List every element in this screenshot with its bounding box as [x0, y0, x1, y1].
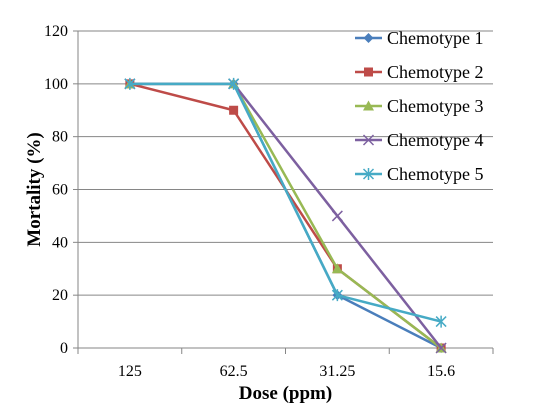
legend-label: Chemotype 3	[387, 96, 484, 116]
legend-item: Chemotype 1	[355, 28, 484, 48]
data-point	[228, 77, 240, 90]
x-tick-label: 31.25	[319, 363, 355, 380]
data-point	[331, 289, 343, 302]
y-tick-label: 0	[60, 340, 68, 357]
series-line	[129, 82, 442, 349]
y-tick-label: 80	[52, 129, 68, 146]
y-tick-label: 20	[52, 287, 68, 304]
series-5	[124, 77, 447, 328]
legend-item: Chemotype 4	[355, 130, 484, 150]
legend-marker	[362, 134, 375, 146]
legend-label: Chemotype 5	[387, 164, 484, 184]
y-tick-label: 120	[44, 23, 68, 40]
legend-item: Chemotype 5	[355, 164, 484, 184]
y-tick-labels: 0 20 40 60 80 100 120	[44, 23, 68, 357]
data-point	[435, 342, 447, 354]
y-tick-label: 60	[52, 182, 68, 199]
data-point	[331, 210, 343, 222]
series-line	[129, 82, 442, 323]
x-tick-label: 62.5	[220, 363, 248, 380]
data-point	[124, 77, 136, 90]
legend-marker	[364, 67, 373, 77]
data-point	[331, 263, 343, 274]
y-tick-label: 40	[52, 234, 68, 251]
series-line	[129, 82, 442, 349]
x-axis-title: Dose (ppm)	[239, 383, 332, 404]
x-tick-label: 125	[118, 363, 142, 380]
series-line	[129, 82, 443, 349]
y-axis-title: Mortality (%)	[24, 132, 45, 246]
legend-label: Chemotype 2	[387, 62, 484, 82]
legend-item: Chemotype 3	[355, 96, 484, 116]
data-point	[435, 315, 447, 328]
legend-marker	[363, 100, 374, 111]
x-tick-labels: 125 62.5 31.25 15.6	[118, 363, 455, 380]
series-lines	[124, 77, 447, 354]
series-line	[129, 82, 442, 350]
legend-marker	[362, 168, 375, 180]
data-point	[229, 105, 239, 115]
legend: Chemotype 1 Chemotype 2 Chemotype 3 Chemoty…	[355, 28, 484, 184]
x-tick-label: 15.6	[427, 363, 455, 380]
y-tick-label: 100	[44, 76, 68, 93]
legend-label: Chemotype 4	[387, 130, 484, 150]
legend-item: Chemotype 2	[355, 62, 484, 82]
axes	[73, 30, 494, 354]
legend-marker	[363, 33, 374, 43]
legend-label: Chemotype 1	[387, 28, 484, 48]
